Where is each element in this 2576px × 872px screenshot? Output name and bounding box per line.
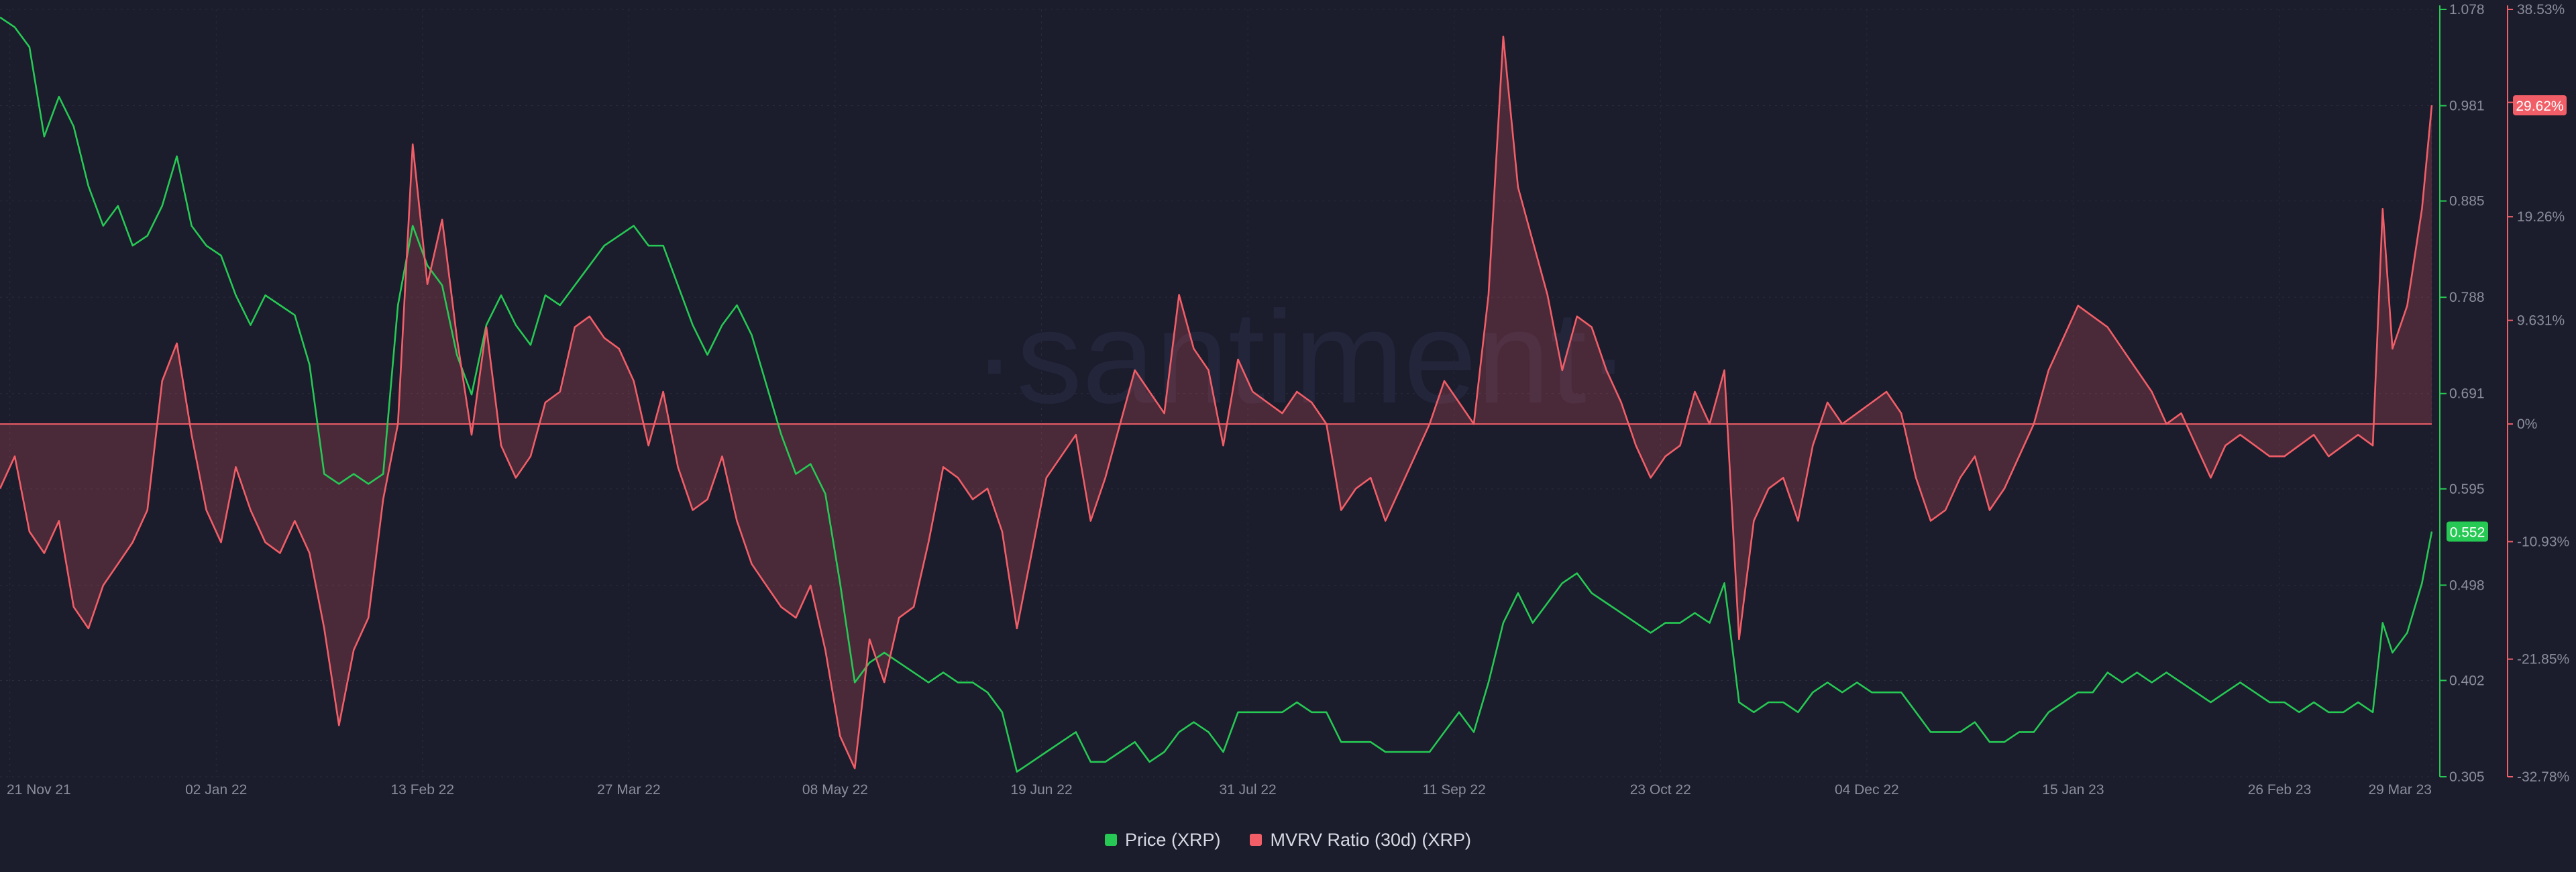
price-current-value: 0.552 [2450,525,2485,540]
price-tick-label: 0.885 [2449,194,2485,209]
x-tick-label: 11 Sep 22 [1423,782,1486,798]
x-axis-ticks: 21 Nov 21 02 Jan 22 13 Feb 22 27 Mar 22 08 M… [7,782,2432,798]
price-current-badge [2447,521,2488,542]
price-tick-label: 1.078 [2449,2,2485,17]
x-tick-label: 13 Feb 22 [391,782,455,798]
price-tick-label: 0.595 [2449,482,2485,497]
mvrv-current-value: 29.62% [2516,99,2563,114]
axes [2439,5,2508,777]
mvrv-tick-label: -10.93% [2517,534,2569,549]
legend-item-mvrv[interactable]: MVRV Ratio (30d) (XRP) [1250,830,1471,851]
legend-label-mvrv: MVRV Ratio (30d) (XRP) [1270,829,1472,850]
price-tick-label: 0.691 [2449,386,2485,402]
mvrv-tick-label: 38.53% [2517,2,2565,17]
mvrv-tick-label: 9.631% [2517,313,2565,329]
mvrv-tick-label: -21.85% [2517,652,2569,667]
x-tick-label: 02 Jan 22 [185,782,247,798]
mvrv-line [0,36,2433,769]
x-tick-label: 04 Dec 22 [1835,782,1899,798]
x-tick-label: 27 Mar 22 [597,782,661,798]
price-tick-label: 0.981 [2449,99,2485,114]
x-tick-label: 21 Nov 21 [7,782,71,798]
legend-item-price[interactable]: Price (XRP) [1104,829,1221,851]
mvrv-tick-label: -32.78% [2517,769,2569,785]
legend: Price (XRP) MVRV Ratio (30d) (XRP) [0,826,2576,853]
price-axis-ticks: 1.078 0.981 0.885 0.788 0.691 0.595 0.498 0.402… [2440,2,2485,785]
mvrv-tick-label: 0% [2517,417,2537,432]
current-value-badges: 0.552 29.62% [2447,95,2567,542]
x-tick-label: 19 Jun 22 [1010,782,1072,798]
mvrv-current-badge [2513,95,2567,115]
legend-swatch-price [1104,834,1117,846]
watermark: ·santiment· [973,284,1630,431]
x-tick-label: 23 Oct 22 [1630,782,1691,798]
x-tick-label: 26 Feb 23 [2248,782,2312,798]
x-tick-label: 31 Jul 22 [1219,782,1276,798]
x-tick-label: 08 May 22 [802,782,868,798]
legend-swatch-mvrv [1250,834,1263,846]
x-tick-label: 15 Jan 23 [2042,782,2104,798]
x-tick-label: 29 Mar 23 [2368,782,2432,798]
mvrv-series [0,36,2433,769]
price-tick-label: 0.498 [2449,578,2485,593]
price-tick-label: 0.305 [2449,769,2485,785]
price-tick-label: 0.788 [2449,290,2485,305]
mvrv-area-path [0,36,2432,769]
mvrv-area-fill [0,36,2432,769]
legend-label-price: Price (XRP) [1124,829,1221,850]
mvrv-tick-label: 19.26% [2517,209,2565,225]
mvrv-axis-ticks: 38.53%29.89%19.26%9.631%0%-10.93%-21.85%… [2508,2,2569,785]
price-tick-label: 0.402 [2449,673,2485,688]
